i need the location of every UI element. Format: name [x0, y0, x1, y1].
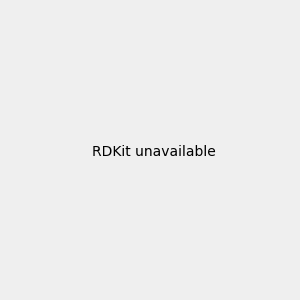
- Text: RDKit unavailable: RDKit unavailable: [92, 145, 216, 158]
